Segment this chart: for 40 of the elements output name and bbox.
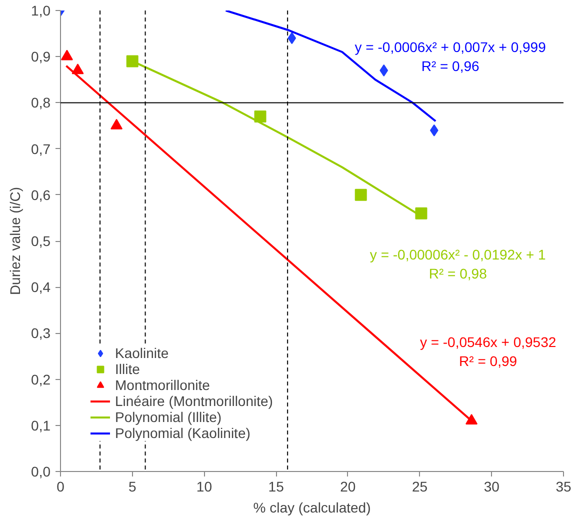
y-tick-label: 0,6	[31, 186, 51, 203]
x-tick-label: 0	[56, 478, 65, 494]
x-tick-label: 15	[268, 478, 284, 494]
y-tick-label: 1,0	[31, 2, 51, 18]
y-tick-label: 0,3	[31, 325, 51, 342]
annotation: y = -0,00006x² - 0,0192x + 1 R² = 0,98	[370, 246, 546, 282]
legend-label: Polynomial (Kaolinite)	[115, 425, 250, 441]
x-tick-label: 5	[128, 478, 136, 494]
x-tick-label: 35	[556, 478, 572, 494]
x-tick-label: 20	[340, 478, 356, 494]
legend-label: Polynomial (Illite)	[115, 409, 222, 425]
y-tick-label: 0,2	[31, 371, 51, 388]
x-tick-label: 30	[484, 478, 500, 494]
point	[110, 118, 123, 130]
point	[254, 110, 266, 123]
point	[354, 188, 367, 201]
legend-label: Linéaire (Montmorillonite)	[115, 393, 273, 409]
x-tick-label: 10	[196, 478, 212, 494]
legend-label: Kaolinite	[115, 345, 169, 361]
legend-label: Illite	[115, 361, 140, 377]
annotation: y = -0,0006x² + 0,007x + 0,999 R² = 0,96	[354, 39, 546, 74]
y-tick-label: 0,5	[31, 233, 51, 249]
point	[380, 64, 388, 76]
legend-label: Montmorillonite	[115, 377, 210, 393]
annotation: y = -0,0546x + 0,9532 R² = 0,99	[420, 334, 556, 370]
y-tick-label: 0,0	[31, 464, 51, 480]
x-axis-title: % clay (calculated)	[253, 500, 371, 516]
point	[466, 414, 478, 424]
point	[430, 124, 438, 136]
y-tick-label: 0,8	[31, 94, 51, 111]
y-tick-label: 0,4	[31, 279, 51, 296]
point	[288, 32, 296, 44]
y-tick-label: 0,7	[31, 140, 51, 157]
point	[60, 50, 73, 60]
line-series	[224, 10, 437, 122]
y-axis-title: Duriez value (i/C)	[7, 186, 24, 296]
point	[126, 55, 138, 68]
y-tick-label: 0,1	[31, 417, 51, 434]
y-tick-label: 0,9	[31, 48, 51, 65]
x-tick-label: 25	[412, 478, 428, 494]
